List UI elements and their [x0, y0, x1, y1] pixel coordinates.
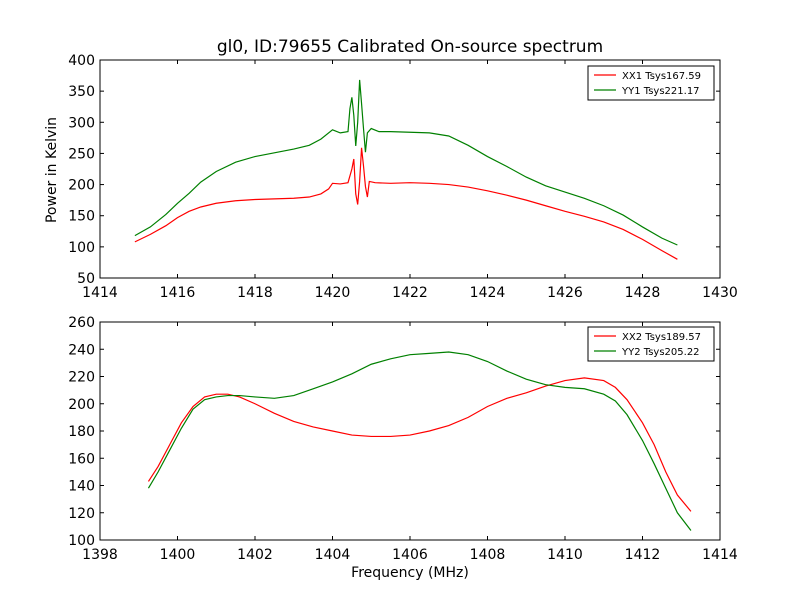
bottom-y-tick-label: 160 — [68, 451, 95, 467]
top-legend-label-2: YY1 Tsys221.17 — [621, 86, 700, 97]
top-legend-label-1: XX1 Tsys167.59 — [622, 71, 701, 82]
top-y-tick-label: 400 — [68, 53, 95, 69]
top-legend-box — [587, 65, 715, 101]
bottom-x-tick-label: 1410 — [547, 547, 583, 563]
bottom-x-tick-label: 1408 — [470, 547, 506, 563]
top-x-tick-label: 1420 — [315, 285, 351, 301]
bottom-y-tick-label: 220 — [68, 370, 95, 386]
top-y-tick-label: 350 — [68, 84, 95, 100]
top-chart-y-label: Power in Kelvin — [44, 117, 60, 223]
top-x-tick-label: 1424 — [470, 285, 506, 301]
bottom-series-line-2 — [147, 351, 692, 531]
bottom-x-tick-label: 1398 — [82, 547, 118, 563]
bottom-x-tick-label: 1414 — [702, 547, 738, 563]
top-y-tick-label: 150 — [68, 209, 95, 225]
top-x-tick-label: 1416 — [160, 285, 196, 301]
top-x-tick-label: 1422 — [392, 285, 428, 301]
top-x-tick-label: 1430 — [702, 285, 738, 301]
bottom-x-tick-label: 1400 — [160, 547, 196, 563]
top-x-tick-label: 1428 — [625, 285, 661, 301]
bottom-y-tick-label: 260 — [68, 315, 95, 331]
bottom-chart-x-label: Frequency (MHz) — [351, 565, 469, 581]
bottom-y-tick-label: 180 — [68, 424, 95, 440]
top-y-tick-label: 300 — [68, 115, 95, 131]
top-y-tick-label: 100 — [68, 240, 95, 256]
top-series-line-2 — [134, 79, 678, 246]
top-x-tick-label: 1418 — [237, 285, 273, 301]
bottom-spectrum-chart: Frequency (MHz) 1398 1400 1402 1404 1406 1408… — [68, 315, 738, 581]
top-series-line-1 — [134, 147, 678, 260]
top-y-tick-label: 200 — [68, 178, 95, 194]
top-y-tick-label: 250 — [68, 146, 95, 162]
bottom-x-tick-label: 1412 — [625, 547, 661, 563]
top-x-tick-label: 1414 — [82, 285, 118, 301]
bottom-legend-label-2: YY2 Tsys205.22 — [621, 347, 700, 358]
bottom-y-tick-label: 240 — [68, 342, 95, 358]
top-chart-title: gl0, ID:79655 Calibrated On-source spect… — [217, 37, 603, 57]
bottom-legend-label-1: XX2 Tsys189.57 — [622, 332, 701, 343]
bottom-plot-area: 1398 1400 1402 1404 1406 1408 1410 1412 1414 100 1… — [68, 315, 738, 563]
bottom-legend: XX2 Tsys189.57 YY2 Tsys205.22 — [587, 326, 715, 362]
top-y-tick-label: 50 — [77, 271, 95, 287]
top-x-tick-label: 1426 — [547, 285, 583, 301]
bottom-x-tick-label: 1402 — [237, 547, 273, 563]
bottom-y-tick-label: 200 — [68, 397, 95, 413]
bottom-y-tick-label: 120 — [68, 506, 95, 522]
top-spectrum-chart: gl0, ID:79655 Calibrated On-source spect… — [44, 37, 738, 301]
top-legend: XX1 Tsys167.59 YY1 Tsys221.17 — [587, 65, 715, 101]
bottom-legend-box — [587, 326, 715, 362]
bottom-y-tick-label: 140 — [68, 479, 95, 495]
bottom-x-tick-label: 1404 — [315, 547, 351, 563]
bottom-x-tick-label: 1406 — [392, 547, 428, 563]
bottom-series-line-1 — [147, 377, 692, 512]
top-plot-area: 1414 1416 1418 1420 1422 1424 1426 1428 1430 50 10… — [68, 53, 738, 301]
bottom-y-tick-label: 100 — [68, 533, 95, 549]
